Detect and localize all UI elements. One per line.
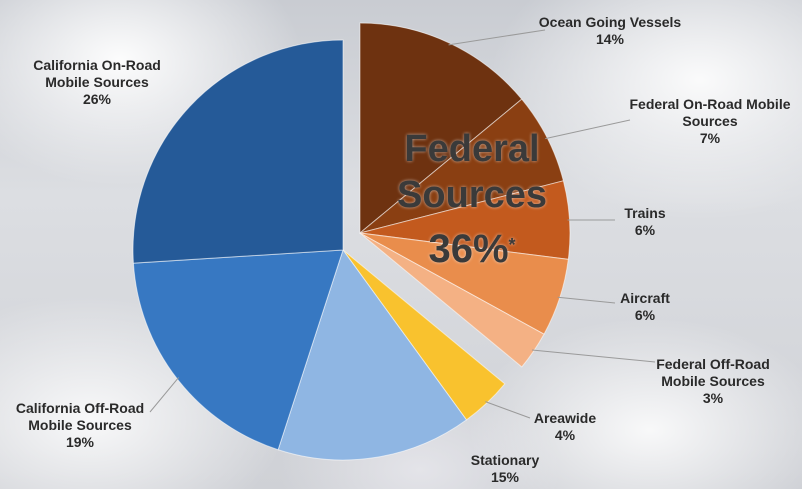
label-areawide-value: 4% bbox=[554, 427, 576, 443]
label-stationary-text: Stationary bbox=[470, 452, 540, 468]
label-aircraft-text: Aircraft bbox=[620, 290, 670, 306]
label-trains-text: Trains bbox=[624, 205, 666, 221]
pie-slices bbox=[132, 22, 571, 461]
slice-ocean-going-vessels bbox=[359, 22, 523, 235]
slice-stationary bbox=[277, 248, 468, 461]
federal-sources-value-row: 36%* bbox=[372, 218, 572, 273]
leader-line-california-off-road-mobile-sources bbox=[149, 377, 180, 413]
slice-federal-off-road-mobile-sources bbox=[359, 232, 545, 368]
federal-sources-annotation: Federal Sources 36%* bbox=[372, 126, 572, 273]
label-ocean-going-vessels-value: 14% bbox=[595, 31, 625, 47]
leader-line-ocean-going-vessels bbox=[448, 29, 546, 46]
label-federal-off-road-text: Federal Off-Road Mobile Sources bbox=[656, 356, 770, 389]
leader-line-aircraft bbox=[557, 296, 616, 304]
leader-line-areawide bbox=[485, 401, 531, 419]
label-federal-on-road: Federal On-Road Mobile Sources 7% bbox=[625, 96, 795, 147]
federal-sources-value: 36% bbox=[428, 227, 509, 271]
label-areawide-text: Areawide bbox=[533, 410, 597, 426]
leader-line-federal-off-road-mobile-sources bbox=[531, 349, 656, 363]
label-aircraft-value: 6% bbox=[634, 307, 656, 323]
federal-sources-line2: Sources bbox=[397, 174, 547, 216]
label-california-on-road-value: 26% bbox=[82, 91, 112, 107]
label-federal-off-road-value: 3% bbox=[702, 390, 724, 406]
label-stationary: Stationary 15% bbox=[455, 452, 555, 486]
label-california-off-road-text: California Off-Road Mobile Sources bbox=[15, 400, 145, 433]
label-ocean-going-vessels-text: Ocean Going Vessels bbox=[538, 14, 682, 30]
label-aircraft: Aircraft 6% bbox=[605, 290, 685, 324]
federal-sources-line1: Federal bbox=[404, 128, 540, 170]
label-california-on-road-text: California On-Road Mobile Sources bbox=[33, 57, 161, 90]
label-federal-off-road: Federal Off-Road Mobile Sources 3% bbox=[638, 356, 788, 407]
label-california-on-road: California On-Road Mobile Sources 26% bbox=[22, 57, 172, 108]
slice-california-on-road-mobile-sources bbox=[132, 39, 344, 264]
federal-sources-footnote-mark: * bbox=[508, 235, 516, 255]
label-california-off-road-value: 19% bbox=[65, 434, 95, 450]
label-stationary-value: 15% bbox=[490, 469, 520, 485]
label-trains: Trains 6% bbox=[605, 205, 685, 239]
label-california-off-road: California Off-Road Mobile Sources 19% bbox=[5, 400, 155, 451]
label-trains-value: 6% bbox=[634, 222, 656, 238]
label-areawide: Areawide 4% bbox=[520, 410, 610, 444]
label-federal-on-road-value: 7% bbox=[699, 130, 721, 146]
label-federal-on-road-text: Federal On-Road Mobile Sources bbox=[629, 96, 791, 129]
leader-line-federal-on-road-mobile-sources bbox=[545, 119, 631, 140]
label-ocean-going-vessels: Ocean Going Vessels 14% bbox=[522, 14, 698, 48]
